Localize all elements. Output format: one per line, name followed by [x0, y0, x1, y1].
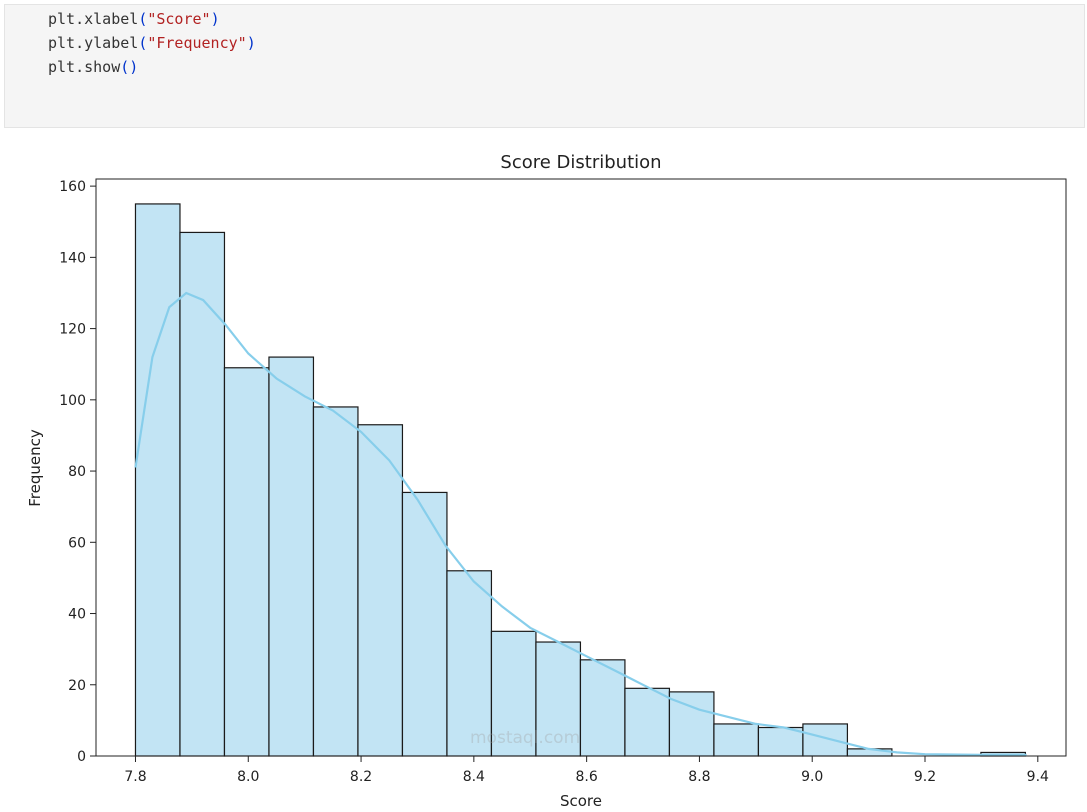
histogram-bar	[312, 406, 359, 757]
kde-line	[134, 291, 1027, 756]
code-line-ylabel: plt.ylabel("Frequency")	[48, 34, 256, 52]
x-tick-label: 9.0	[801, 769, 823, 785]
histogram-bar	[446, 570, 493, 757]
histogram-bar	[579, 659, 626, 757]
code-cell[interactable]: plt.xlabel("Score") plt.ylabel("Frequenc…	[4, 4, 1085, 128]
x-tick-label: 9.2	[914, 769, 936, 785]
y-tick-label: 120	[59, 322, 86, 338]
histogram-bar	[401, 491, 448, 757]
y-tick-label: 100	[59, 393, 86, 409]
x-tick-label: 8.0	[237, 769, 259, 785]
y-tick-label: 0	[77, 749, 86, 765]
bars-group	[134, 203, 1026, 757]
x-ticks-group: 7.8 8.0 8.2 8.4 8.6 8.8 9.0 9.2 9.4	[124, 756, 1049, 785]
y-tick-label: 60	[68, 535, 86, 551]
histogram-bar	[668, 691, 715, 757]
y-tick-label: 40	[68, 607, 86, 623]
histogram-bar	[357, 424, 404, 757]
histogram-bar	[535, 641, 582, 757]
histogram-bar	[802, 723, 849, 757]
x-tick-label: 7.8	[124, 769, 146, 785]
y-tick-label: 80	[68, 464, 86, 480]
histogram-bar	[757, 726, 804, 757]
y-ticks-group: 0 20 40 60 80 100 120 140 160	[59, 179, 96, 765]
histogram-bar	[268, 356, 315, 757]
code-line-xlabel: plt.xlabel("Score")	[48, 10, 220, 28]
histogram-bar	[134, 203, 181, 757]
histogram-bar	[490, 630, 537, 757]
histogram-bar	[223, 367, 270, 757]
x-axis-label: Score	[560, 792, 602, 810]
code-line-show: plt.show()	[48, 58, 139, 76]
y-tick-label: 160	[59, 179, 86, 195]
plot-frame	[95, 178, 1067, 757]
y-tick-label: 140	[59, 250, 86, 266]
y-tick-label: 20	[68, 678, 86, 694]
x-tick-label: 9.4	[1027, 769, 1049, 785]
x-tick-label: 8.6	[576, 769, 598, 785]
chart-title: Score Distribution	[500, 152, 661, 173]
histogram-chart: Score Distribution 7.8 8.0 8.2 8.4 8.6 8.8 9.0…	[26, 152, 1067, 810]
x-tick-label: 8.2	[350, 769, 372, 785]
x-tick-label: 8.4	[463, 769, 485, 785]
histogram-bar	[179, 231, 226, 757]
x-tick-label: 8.8	[688, 769, 710, 785]
histogram-bar	[624, 687, 671, 757]
histogram-bar	[713, 723, 760, 757]
y-axis-label: Frequency	[26, 429, 44, 507]
